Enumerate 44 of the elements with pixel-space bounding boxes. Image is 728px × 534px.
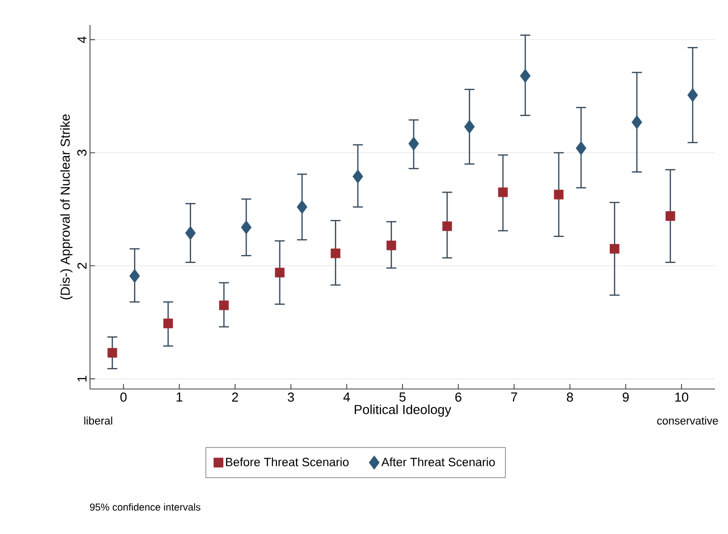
x-tick-label: 0 (120, 392, 127, 402)
legend-label: After Threat Scenario (381, 457, 495, 466)
x-tick-label: 3 (288, 392, 294, 402)
point (632, 115, 642, 130)
point (610, 244, 620, 254)
text: liberal (84, 416, 112, 425)
y-axis-title: (Dis-) Approval of Nuclear Strike (60, 114, 72, 300)
y-tick-label: 4 (78, 36, 86, 43)
point (576, 141, 586, 156)
legend-label: Before Threat Scenario (226, 457, 349, 466)
point (240, 220, 252, 234)
point (520, 68, 531, 83)
point (330, 248, 340, 258)
y-tick-label: 2 (77, 262, 86, 269)
point (274, 268, 285, 278)
x-tick-label: 8 (566, 392, 573, 402)
point (296, 200, 308, 214)
point (498, 187, 508, 198)
x-tick-label: 7 (511, 392, 518, 402)
point (185, 226, 196, 240)
point (442, 221, 452, 232)
x-tick-label: 5 (399, 392, 406, 402)
x-axis-title: Political Ideology (354, 404, 452, 417)
point (219, 300, 229, 310)
point (666, 211, 676, 221)
point (386, 240, 396, 250)
x-tick-label: 6 (455, 392, 462, 402)
point (129, 268, 140, 283)
point (554, 190, 564, 200)
text: 95% confidence intervals (90, 503, 200, 511)
point (687, 88, 698, 102)
point (464, 120, 475, 134)
x-tick-label: 4 (343, 392, 350, 402)
y-tick-label: 1 (78, 376, 86, 382)
x-tick-label: 10 (675, 392, 688, 402)
x-tick-label: 1 (176, 392, 182, 402)
point (163, 318, 173, 328)
x-tick-label: 2 (232, 392, 238, 402)
text: conservative (657, 416, 718, 425)
point (352, 169, 364, 184)
x-tick-label: 9 (622, 392, 629, 402)
point (408, 136, 419, 151)
point (108, 348, 118, 358)
y-tick-label: 3 (77, 150, 86, 156)
